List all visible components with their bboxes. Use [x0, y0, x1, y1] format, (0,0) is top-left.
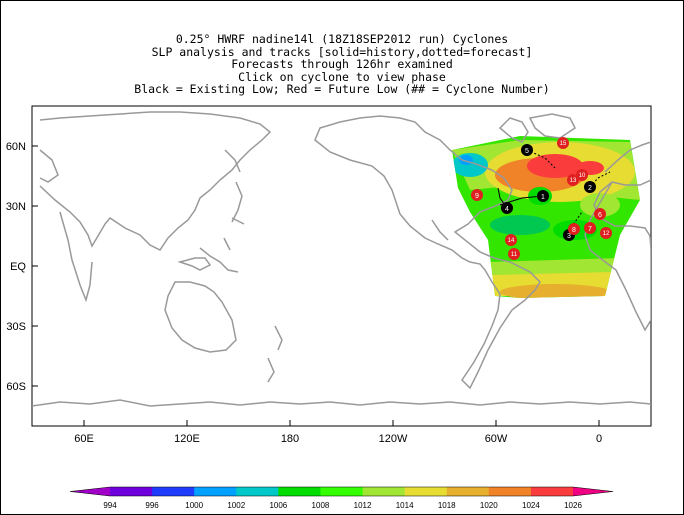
colorbar-arrow-right	[573, 487, 613, 496]
colorbar-segment	[362, 487, 406, 496]
colorbar-segment	[530, 487, 574, 496]
colorbar-outline	[69, 486, 614, 497]
colorbar-segment	[446, 487, 490, 496]
cyclone-label-2: 2	[588, 185, 592, 192]
cyclone-marker-5[interactable]: 5	[521, 144, 533, 156]
cyclone-label-12: 12	[603, 231, 610, 237]
colorbar-segment	[488, 487, 532, 496]
colorbar-label: 1012	[354, 501, 372, 510]
cyclone-marker-4[interactable]: 4	[501, 202, 513, 214]
cyclone-label-7: 7	[588, 226, 592, 233]
coastlines	[32, 111, 651, 407]
cyclone-label-15: 15	[560, 141, 567, 147]
lat-label-eq: EQ	[10, 261, 26, 273]
cyclone-marker-6[interactable]: 6	[594, 208, 606, 220]
cyclone-label-5: 5	[525, 148, 529, 155]
figure-title: 0.25° HWRF nadine14l (18Z18SEP2012 run) …	[0, 33, 684, 96]
cyclone-label-6: 6	[598, 212, 602, 219]
colorbar-label: 1020	[480, 501, 498, 510]
colorbar-segment	[110, 487, 153, 496]
colorbar-segment	[404, 487, 448, 496]
cyclone-marker-10[interactable]: 10	[576, 169, 588, 181]
colorbar-segment	[236, 487, 279, 496]
title-line-5: Black = Existing Low; Red = Future Low (…	[134, 82, 550, 97]
title-line-3: Forecasts through 126hr examined	[231, 57, 453, 72]
lon-label-0: 0	[596, 433, 602, 445]
colorbar-arrow-left	[70, 487, 110, 496]
lon-label-60w: 60W	[485, 433, 508, 445]
colorbar-label: 1026	[564, 501, 582, 510]
colorbar-label: 1000	[185, 501, 203, 510]
title-line-4: Click on cyclone to view phase	[238, 69, 446, 84]
cyclone-label-8: 8	[572, 227, 576, 234]
cyclone-label-3: 3	[567, 233, 571, 240]
cyclone-marker-1[interactable]: 1	[537, 190, 549, 202]
colorbar: 994 996 1000 1002 1006 1008 1012 1014 1018 1020 10…	[69, 486, 614, 510]
cyclone-marker-11[interactable]: 11	[508, 248, 520, 260]
colorbar-label: 1008	[312, 501, 330, 510]
colorbar-segment	[278, 487, 321, 496]
colorbar-segment	[320, 487, 364, 496]
cyclone-marker-12[interactable]: 12	[600, 227, 612, 239]
axis-ticks	[32, 145, 600, 426]
cyclone-label-4: 4	[505, 206, 509, 213]
lon-label-180: 180	[281, 433, 299, 445]
lon-label-60e: 60E	[74, 433, 94, 445]
colorbar-segment	[152, 487, 195, 496]
cyclone-marker-9[interactable]: 9	[471, 189, 483, 201]
cyclone-marker-8[interactable]: 8	[568, 223, 580, 235]
cyclone-marker-7[interactable]: 7	[584, 222, 596, 234]
cyclone-label-14: 14	[508, 238, 515, 244]
colorbar-label: 1024	[522, 501, 540, 510]
lat-label-30n: 30N	[6, 201, 26, 213]
cyclone-marker-13[interactable]: 13	[567, 174, 579, 186]
cyclone-markers: 1 2 3 4 5 6 7 8	[471, 137, 612, 260]
cyclone-marker-2[interactable]: 2	[584, 181, 596, 193]
lat-label-30s: 30S	[6, 321, 26, 333]
title-line-1: 0.25° HWRF nadine14l (18Z18SEP2012 run) …	[175, 32, 509, 46]
colorbar-label: 996	[145, 501, 159, 510]
colorbar-segment	[194, 487, 237, 496]
colorbar-label: 994	[103, 501, 117, 510]
cyclone-label-11: 11	[511, 252, 518, 258]
cyclone-label-13: 13	[570, 178, 577, 184]
lat-label-60s: 60S	[6, 381, 26, 393]
colorbar-label: 1002	[227, 501, 245, 510]
colorbar-label: 1018	[438, 501, 456, 510]
lon-label-120w: 120W	[379, 433, 408, 445]
cyclone-label-9: 9	[475, 193, 479, 200]
track-5	[526, 149, 556, 169]
colorbar-label: 1006	[269, 501, 287, 510]
colorbar-label: 1014	[396, 501, 414, 510]
lat-label-60n: 60N	[6, 141, 26, 153]
cyclone-label-1: 1	[541, 194, 545, 201]
cyclone-label-10: 10	[579, 173, 586, 179]
cyclone-marker-15[interactable]: 15	[557, 137, 569, 149]
cyclone-marker-14[interactable]: 14	[505, 234, 517, 246]
title-line-2: SLP analysis and tracks [solid=history,d…	[151, 44, 533, 59]
lon-label-120e: 120E	[174, 433, 200, 445]
